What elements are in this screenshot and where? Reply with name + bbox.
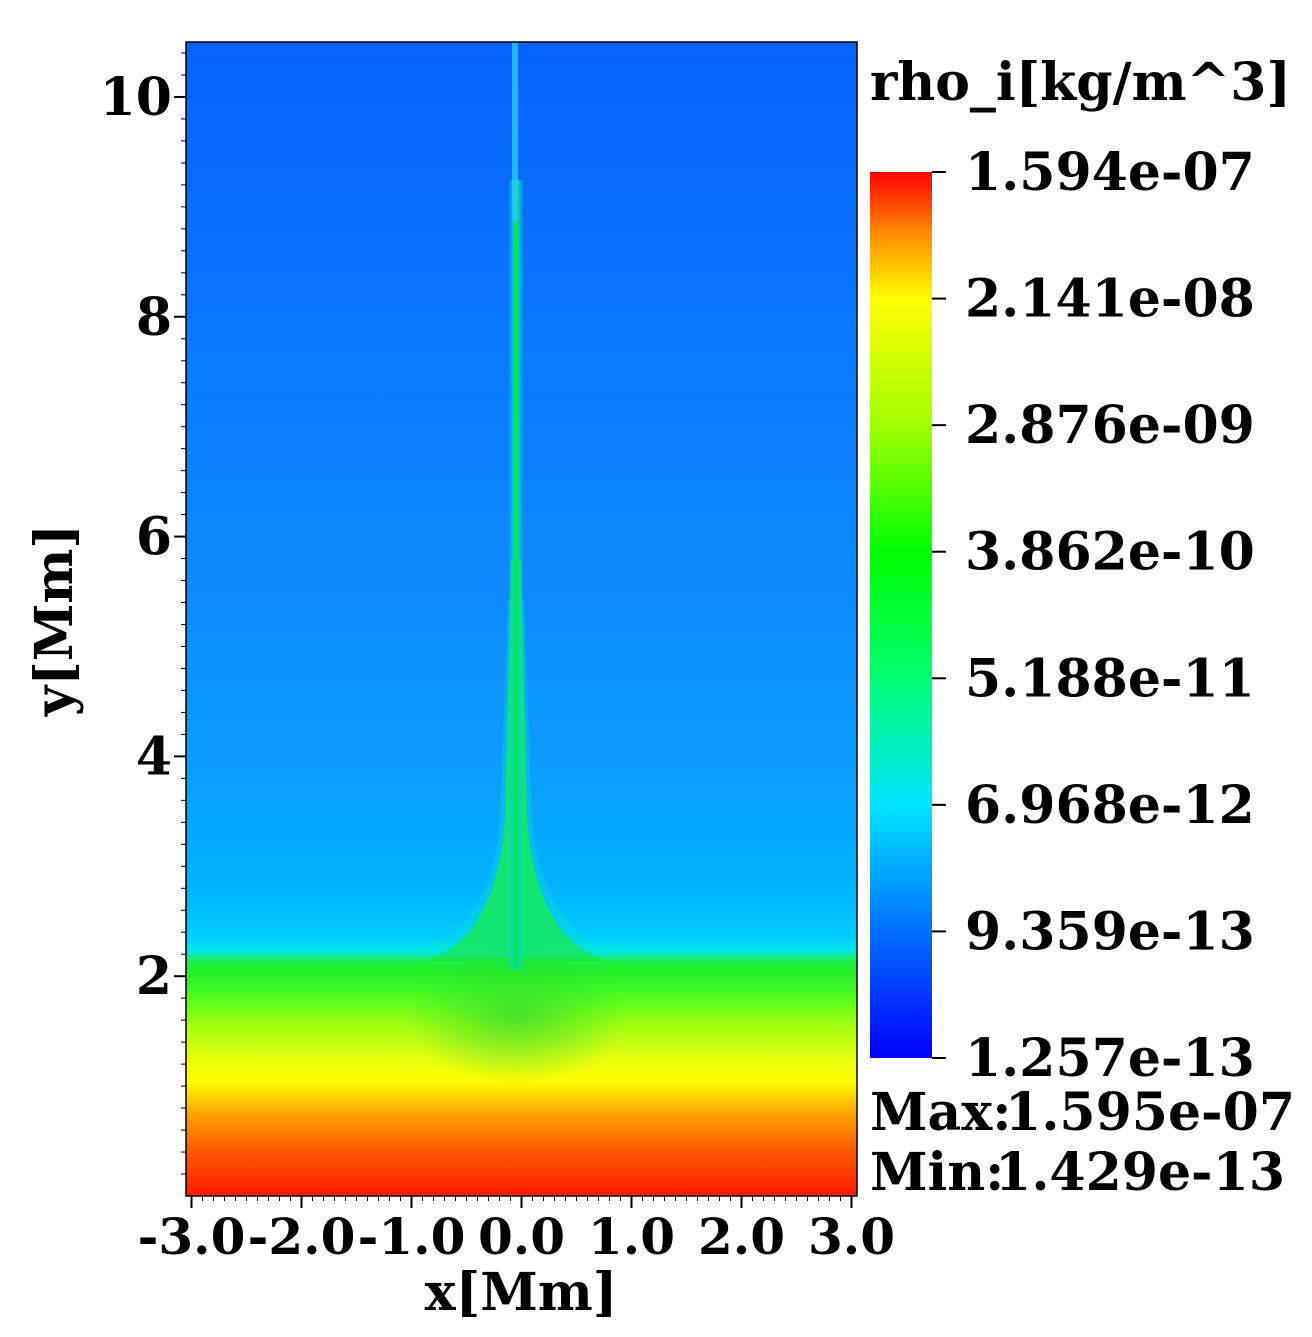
y-tick-label: 10 bbox=[100, 67, 172, 128]
x-tick-label: 3.0 bbox=[808, 1207, 895, 1266]
y-tick-label: 6 bbox=[136, 507, 172, 568]
x-axis-label: x[Mm] bbox=[425, 1262, 618, 1323]
colorbar-tick-label: 5.188e-11 bbox=[965, 648, 1255, 709]
x-tick-label: -3.0 bbox=[138, 1207, 246, 1266]
colorbar-tick-label: 2.141e-08 bbox=[965, 269, 1255, 330]
y-tick-label: 4 bbox=[136, 726, 172, 787]
heatmap-field bbox=[186, 42, 857, 1196]
x-tick-label: -2.0 bbox=[248, 1207, 356, 1266]
y-tick-label: 2 bbox=[136, 946, 172, 1007]
colorbar-tick-label: 1.594e-07 bbox=[965, 142, 1255, 203]
x-tick-label: 2.0 bbox=[698, 1207, 785, 1266]
jet-spine bbox=[508, 180, 524, 970]
x-tick-label: 1.0 bbox=[588, 1207, 675, 1266]
min-label: Min: bbox=[870, 1142, 1004, 1203]
y-axis-label: y[Mm] bbox=[24, 524, 85, 717]
max-value: 1.595e-07 bbox=[1005, 1082, 1295, 1143]
colorbar-title: rho_i[kg/m^3] bbox=[870, 52, 1291, 113]
colorbar-tick-label: 6.968e-12 bbox=[965, 775, 1255, 836]
colorbar-tick-label: 2.876e-09 bbox=[965, 395, 1255, 456]
min-value: 1.429e-13 bbox=[995, 1142, 1285, 1203]
y-axis-ticks: 2 4 6 8 10 bbox=[100, 52, 186, 1175]
x-tick-label: 0.0 bbox=[478, 1207, 565, 1266]
jet-base-blob bbox=[406, 945, 626, 1085]
max-label: Max: bbox=[870, 1082, 1011, 1143]
colorbar-tick-label: 1.257e-13 bbox=[965, 1028, 1255, 1089]
colorbar-tick-label: 9.359e-13 bbox=[965, 901, 1255, 962]
jet-thread bbox=[512, 42, 518, 222]
colorbar bbox=[870, 172, 932, 1058]
x-tick-label: -1.0 bbox=[358, 1207, 466, 1266]
x-axis-ticks: -3.0 -2.0 -1.0 0.0 1.0 2.0 3.0 bbox=[138, 1196, 895, 1266]
y-tick-label: 8 bbox=[136, 287, 172, 348]
colorbar-tick-label: 3.862e-10 bbox=[965, 522, 1255, 583]
colorbar-ticks: 1.594e-07 2.141e-08 2.876e-09 3.862e-10 5.18… bbox=[932, 142, 1255, 1089]
